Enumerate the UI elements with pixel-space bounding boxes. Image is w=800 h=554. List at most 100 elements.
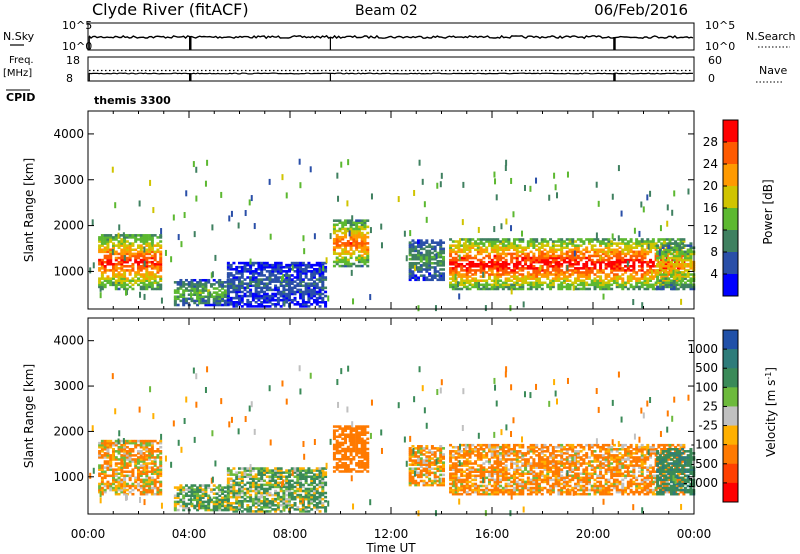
power-cell [433, 253, 437, 257]
power-cell [249, 265, 253, 269]
power-cell [310, 292, 314, 296]
power-cell [596, 252, 600, 256]
velocity-cell [226, 487, 230, 491]
power-cell [687, 188, 690, 195]
power-cell [182, 295, 186, 299]
power-cell [449, 252, 453, 256]
power-cell [551, 258, 555, 262]
power-cell [582, 254, 586, 258]
velocity-cell [346, 449, 350, 453]
power-cell [100, 238, 104, 241]
power-cell [468, 262, 472, 266]
power-cell [590, 269, 594, 272]
power-cell [173, 299, 177, 303]
power-cell [439, 181, 442, 188]
velocity-cell [318, 479, 322, 483]
velocity-cell [145, 478, 149, 482]
power-cell [114, 244, 118, 247]
power-cell [293, 303, 297, 306]
power-cell [468, 244, 472, 247]
power-cell [554, 240, 558, 243]
power-cell [196, 285, 200, 288]
velocity-cell [153, 468, 157, 471]
power-cell [574, 285, 578, 289]
velocity-cell [142, 480, 146, 484]
velocity-cell [276, 469, 280, 472]
velocity-cell [134, 439, 138, 443]
power-cell [485, 287, 489, 291]
velocity-cell [260, 487, 264, 491]
velocity-cell [237, 487, 241, 491]
velocity-cell [128, 486, 132, 490]
power-cell [159, 240, 163, 243]
power-cell [662, 248, 666, 252]
power-cell [235, 305, 239, 308]
velocity-cell [307, 497, 311, 501]
power-cell [496, 238, 500, 241]
power-cell [338, 237, 342, 241]
power-cell [504, 269, 508, 272]
power-cell [664, 273, 668, 276]
velocity-cell [344, 466, 348, 469]
velocity-cell [251, 481, 255, 485]
power-cell [106, 262, 110, 266]
velocity-cell [98, 474, 102, 478]
power-cell [145, 234, 149, 237]
power-cell [246, 303, 250, 306]
power-cell [304, 288, 308, 292]
power-cell [521, 256, 525, 260]
power-cell [414, 262, 418, 265]
power-cell [521, 273, 525, 276]
velocity-cell [285, 479, 289, 483]
power-colorbar-tick-label: 28 [703, 135, 718, 149]
power-cell [683, 275, 687, 278]
power-cell [624, 281, 628, 285]
power-cell [565, 254, 569, 258]
power-cell [504, 283, 508, 287]
power-cell [187, 283, 191, 286]
power-cell [240, 286, 244, 290]
velocity-cell [268, 477, 272, 481]
velocity-cell [310, 481, 314, 485]
power-cell [637, 277, 641, 280]
power-cell [150, 277, 154, 280]
power-cell [257, 298, 261, 302]
power-cell [607, 248, 610, 255]
power-cell [674, 272, 677, 279]
power-cell [159, 279, 163, 282]
velocity-cell [193, 492, 197, 495]
velocity-cell [296, 477, 300, 481]
power-cell [212, 295, 216, 299]
velocity-cell [318, 510, 322, 513]
power-cell [260, 263, 264, 267]
power-cell [587, 283, 591, 287]
velocity-cell [321, 469, 325, 472]
power-cell [442, 251, 446, 255]
power-cell [479, 271, 483, 274]
velocity-cell [209, 498, 213, 502]
power-cell [128, 254, 132, 258]
power-cell [139, 250, 143, 254]
power-cell [257, 286, 261, 290]
power-cell [145, 277, 149, 280]
power-cell [637, 240, 641, 243]
power-cell [198, 295, 202, 299]
velocity-cell [235, 497, 239, 501]
velocity-cell [226, 484, 230, 487]
power-cell [176, 289, 180, 292]
power-cell [439, 243, 443, 247]
power-cell [134, 254, 138, 258]
velocity-cell [106, 464, 110, 467]
power-cell [318, 276, 322, 279]
power-cell [566, 264, 569, 271]
power-cell [430, 247, 434, 251]
power-cell [153, 267, 157, 270]
power-cell [576, 283, 580, 287]
power-cell [279, 294, 283, 298]
power-cell [363, 240, 367, 243]
power-cell [593, 267, 597, 270]
power-cell [349, 225, 353, 229]
velocity-cell [301, 475, 305, 478]
power-cell [304, 270, 308, 273]
power-cell [546, 260, 550, 264]
